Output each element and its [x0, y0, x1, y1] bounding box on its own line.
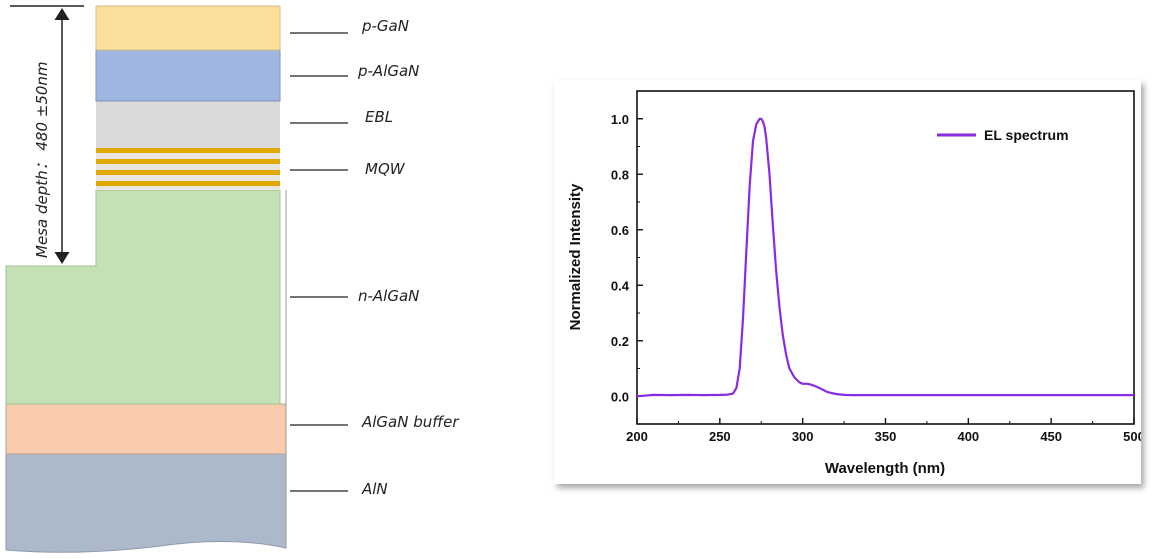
label-p-gan: p-GaN — [361, 17, 409, 35]
y-axis: 0.0 0.2 0.4 0.6 0.8 1.0 — [611, 90, 643, 425]
y-tick-label: 0.0 — [611, 389, 629, 404]
series-line-el-spectrum — [636, 117, 1134, 398]
y-tick-label: 1.0 — [611, 112, 629, 127]
x-axis-title: Wavelength (nm) — [825, 460, 945, 477]
mesa-depth-label: Mesa depth： 480 ±50nm — [33, 61, 51, 258]
label-algan-buffer: AlGaN buffer — [361, 413, 459, 431]
x-tick-label: 500 — [1123, 429, 1141, 444]
layer-p-algan — [95, 49, 281, 102]
layer-callouts: p-GaN p-AlGaN EBL MQW n-AlGaN AlGaN buff… — [290, 17, 459, 498]
x-tick-label: 300 — [792, 429, 814, 444]
layer-algan-buffer — [5, 403, 287, 455]
y-axis-title: Normalized Intensity — [567, 183, 584, 330]
x-tick-label: 200 — [626, 429, 648, 444]
y-tick-label: 0.6 — [611, 223, 629, 238]
y-tick-label: 0.2 — [611, 334, 629, 349]
y-tick-label: 0.4 — [611, 278, 630, 293]
label-p-algan: p-AlGaN — [357, 62, 419, 80]
layer-mqw — [96, 148, 280, 190]
legend-label: EL spectrum — [984, 127, 1069, 143]
label-aln: AlN — [361, 480, 388, 498]
el-spectrum-chart: 200 250 300 350 400 450 500 0.0 0.2 0.4 0.6 0.8 1.0… — [567, 90, 1145, 477]
layer-stack-diagram: Mesa depth： 480 ±50nm p-GaN p-AlGaN EBL … — [5, 5, 459, 553]
x-tick-label: 350 — [875, 429, 897, 444]
x-tick-label: 250 — [709, 429, 731, 444]
y-tick-label: 0.8 — [611, 167, 629, 182]
series-layer — [636, 117, 1134, 398]
legend: EL spectrum — [937, 127, 1069, 143]
chart-card: 200 250 300 350 400 450 500 0.0 0.2 0.4 0.6 0.8 1.0… — [554, 80, 1145, 484]
label-mqw: MQW — [365, 160, 406, 178]
layer-p-gan — [95, 5, 281, 51]
label-ebl: EBL — [365, 108, 393, 126]
layer-ebl — [96, 101, 280, 148]
x-axis: 200 250 300 350 400 450 500 — [626, 418, 1145, 444]
label-n-algan: n-AlGaN — [358, 287, 419, 305]
x-tick-label: 450 — [1040, 429, 1062, 444]
layer-aln — [5, 453, 287, 553]
x-tick-label: 400 — [957, 429, 979, 444]
